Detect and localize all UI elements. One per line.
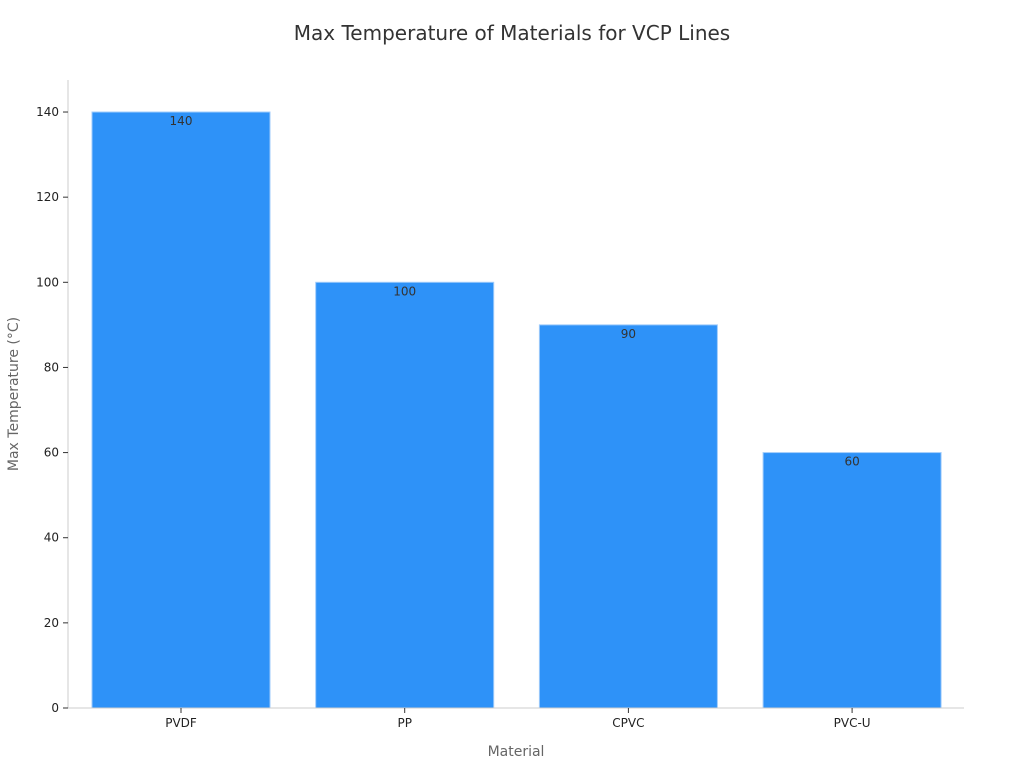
y-axis-label: Max Temperature (°C) <box>6 317 22 471</box>
y-tick-label-100: 100 <box>36 275 59 289</box>
data-labels-layer: 140 100 90 60 <box>170 114 860 469</box>
x-tick-label-cpvc: CPVC <box>612 716 644 730</box>
x-axis-label: Material <box>488 744 545 760</box>
bar-cpvc <box>538 324 718 709</box>
y-tick-label-120: 120 <box>36 190 59 204</box>
y-tick-label-0: 0 <box>51 701 59 715</box>
y-ticks-layer: 0 20 40 60 80 100 120 140 <box>36 105 68 715</box>
data-label-pvc-u: 60 <box>844 455 859 469</box>
bar-pp <box>315 281 495 709</box>
bar-pvc-u <box>762 452 942 709</box>
bar-pvdf <box>91 111 271 709</box>
data-label-pp: 100 <box>393 284 416 298</box>
y-tick-label-60: 60 <box>44 446 59 460</box>
x-tick-label-pvdf: PVDF <box>165 716 197 730</box>
chart-title: Max Temperature of Materials for VCP Lin… <box>294 21 730 45</box>
x-tick-label-pp: PP <box>397 716 411 730</box>
y-tick-label-40: 40 <box>44 531 59 545</box>
y-tick-label-80: 80 <box>44 360 59 374</box>
x-ticks-layer: PVDF PP CPVC PVC-U <box>165 708 871 730</box>
x-tick-label-pvc-u: PVC-U <box>834 716 871 730</box>
data-label-pvdf: 140 <box>170 114 193 128</box>
bars-layer <box>91 111 942 709</box>
y-tick-label-20: 20 <box>44 616 59 630</box>
data-label-cpvc: 90 <box>621 327 636 341</box>
y-tick-label-140: 140 <box>36 105 59 119</box>
